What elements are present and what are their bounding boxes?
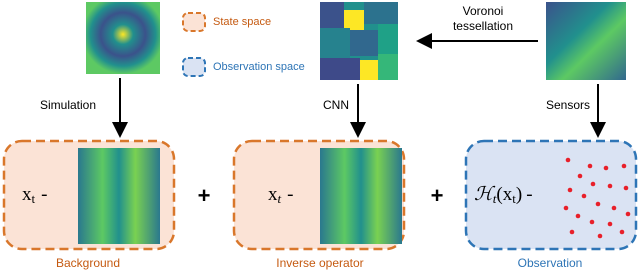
sensor-dot xyxy=(597,233,603,239)
sensor-dot xyxy=(589,219,595,225)
sensor-dot xyxy=(575,213,581,219)
edge-label: tessellation xyxy=(453,19,513,33)
formula: ℋt(xt) - xyxy=(474,184,533,206)
background-image xyxy=(78,148,160,244)
box-label: Inverse operator xyxy=(276,256,363,270)
sensor-dots xyxy=(563,157,631,239)
sensor-dot xyxy=(565,157,571,163)
edge-label: Voronoi xyxy=(463,4,504,18)
edge-label: Sensors xyxy=(546,98,590,112)
legend-observation-swatch xyxy=(182,57,206,77)
sensor-dot xyxy=(577,173,583,179)
sensor-dot xyxy=(607,183,613,189)
sensor-dot xyxy=(621,163,627,169)
ground-truth-image xyxy=(546,2,626,80)
sensor-dot xyxy=(587,163,593,169)
sensor-dot xyxy=(590,181,596,187)
sensor-dot xyxy=(595,201,601,207)
plus: + xyxy=(431,183,444,208)
formula: xt - xyxy=(268,184,293,206)
box-label: Background xyxy=(56,256,120,270)
sensor-dot xyxy=(607,221,613,227)
formula: xt - xyxy=(22,184,47,206)
sensor-dot xyxy=(563,205,569,211)
edge-label: Simulation xyxy=(40,98,96,112)
box-label: Observation xyxy=(518,256,583,270)
inverse-image xyxy=(320,148,402,244)
edge-label: CNN xyxy=(323,98,349,112)
voronoi-cells xyxy=(320,2,398,80)
sensor-dot xyxy=(611,205,617,211)
sensor-dot xyxy=(581,193,587,199)
legend-state-swatch xyxy=(182,12,206,32)
sensor-dot xyxy=(603,165,609,171)
legend-observation: Observation space xyxy=(213,61,305,73)
sensor-dot xyxy=(569,229,575,235)
plus: + xyxy=(198,183,211,208)
sensor-dot xyxy=(619,229,625,235)
legend-state: State space xyxy=(213,16,271,28)
simulation-image xyxy=(86,2,160,74)
sensor-dot xyxy=(625,211,631,217)
sensor-dot xyxy=(623,185,629,191)
sensor-dot xyxy=(567,187,573,193)
